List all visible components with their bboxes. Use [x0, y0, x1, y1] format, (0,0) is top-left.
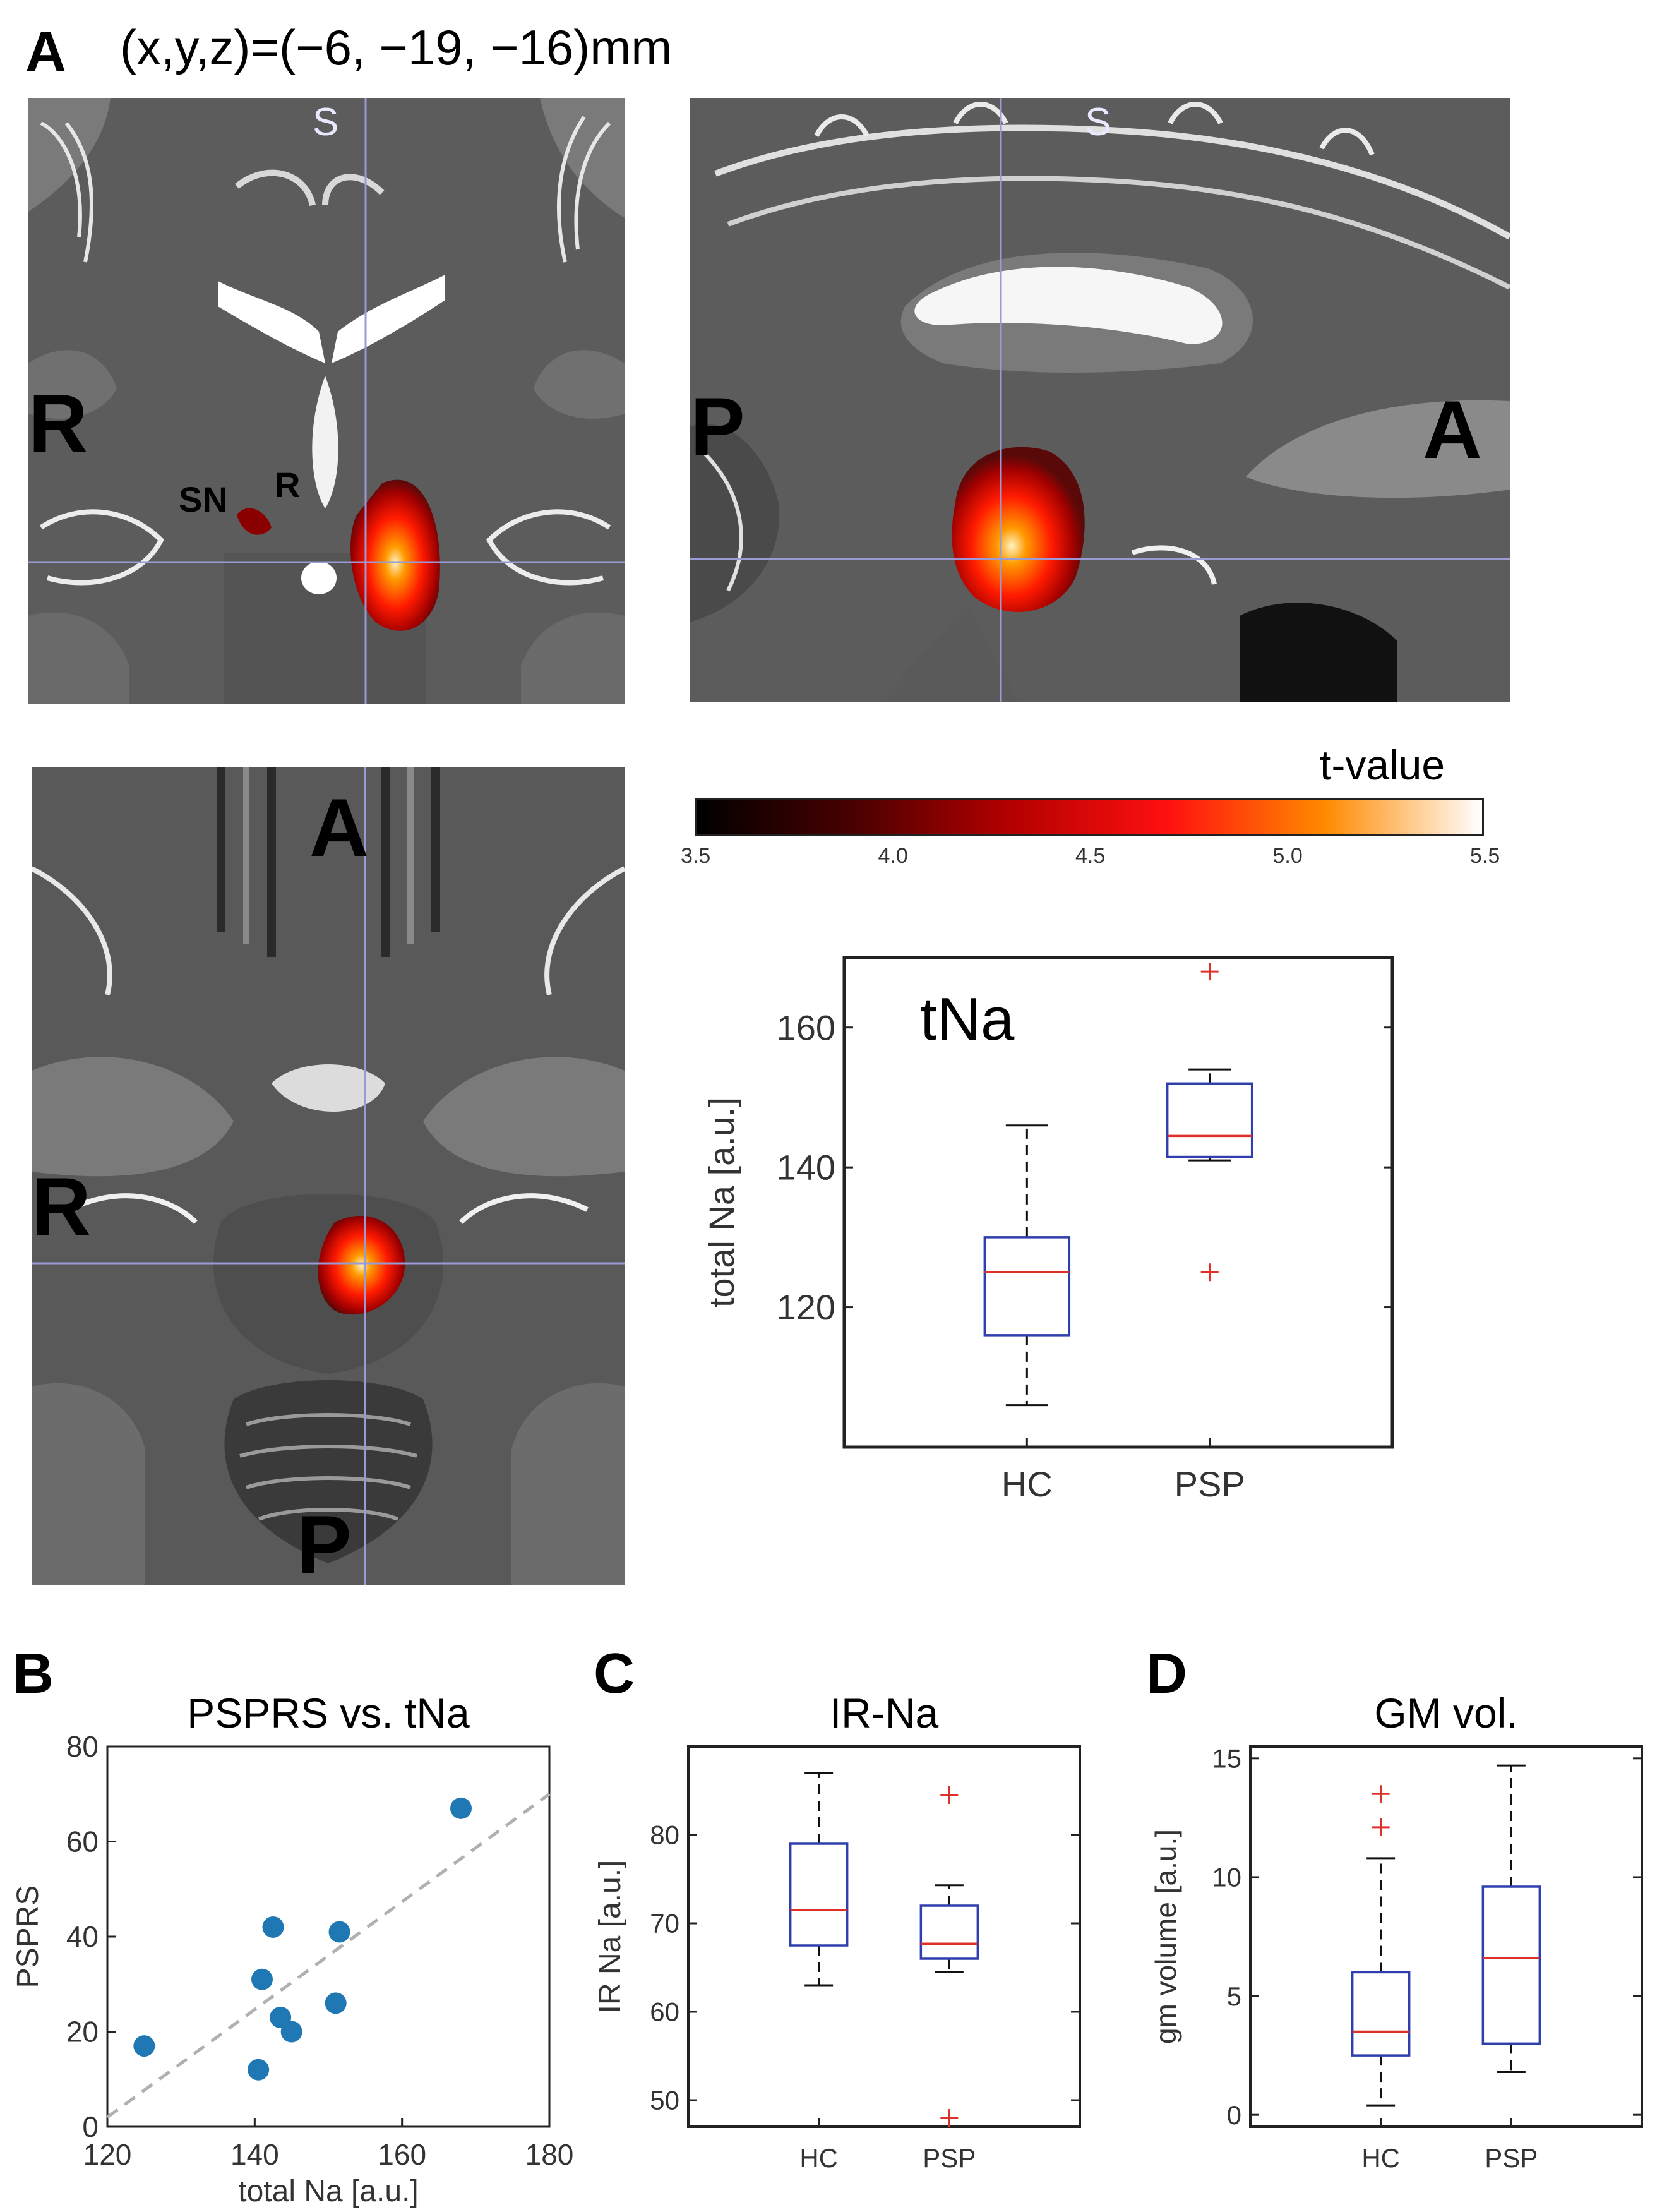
substantia-nigra-label: SN [179, 479, 228, 519]
x-tick-label: HC [1001, 1464, 1053, 1504]
y-tick-label: 10 [1212, 1863, 1241, 1892]
y-tick-label: 60 [66, 1825, 99, 1858]
x-tick-label: HC [799, 2143, 838, 2173]
y-tick-label: 120 [777, 1287, 835, 1327]
box [1166, 1082, 1253, 1158]
colorbar-title: t-value [1320, 742, 1445, 788]
y-tick-label: 15 [1212, 1744, 1241, 1774]
y-axis-label: gm volume [a.u.] [1149, 1829, 1182, 2044]
y-tick-label: 70 [650, 1909, 679, 1939]
x-tick-label: PSP [1485, 2143, 1538, 2173]
scatter-point [248, 2059, 270, 2081]
y-tick-label: 0 [1227, 2100, 1241, 2130]
axial-posterior-label: P [297, 1498, 352, 1585]
psprs-scatter-plot: PSPRS vs. tNa 120 140 160 180 0 20 40 60 80 total … [11, 1690, 574, 2208]
y-axis-label: total Na [a.u.] [702, 1097, 741, 1307]
scatter-point [262, 1916, 284, 1938]
sagittal-superior-label: S [1085, 100, 1111, 144]
sagittal-anterior-label: A [1423, 383, 1482, 476]
x-tick-label: PSP [923, 2143, 976, 2173]
y-tick-label: 140 [777, 1148, 835, 1187]
axial-anterior-label: A [309, 781, 369, 874]
x-tick-label: 180 [525, 2138, 574, 2171]
sagittal-posterior-label: P [690, 380, 745, 472]
panel-a-letter: A [25, 21, 66, 84]
colorbar-tick-label: 4.5 [1075, 844, 1106, 868]
box [983, 1236, 1071, 1337]
y-tick-label: 40 [66, 1920, 99, 1953]
x-tick-label: HC [1361, 2143, 1400, 2173]
y-tick-label: 80 [66, 1730, 99, 1763]
x-tick-label: 140 [230, 2138, 279, 2171]
scatter-point [325, 1992, 347, 2014]
gm-volume-boxplot: GM vol. 0 5 10 15 HC PSP gm volume [a.u.] [1149, 1690, 1643, 2173]
y-tick-label: 5 [1227, 1981, 1241, 2011]
panel-b-letter: B [13, 1642, 54, 1705]
red-nucleus-label: R [275, 465, 301, 505]
coronal-slice: S R SN R [28, 98, 625, 704]
x-axis-label: total Na [a.u.] [238, 2175, 419, 2208]
box [1351, 1971, 1411, 2057]
box [789, 1842, 849, 1947]
colorbar-tick-label: 5.0 [1272, 844, 1303, 868]
plot-frame [842, 956, 1394, 1449]
plot-frame [687, 1745, 1081, 2128]
panel-d-letter: D [1146, 1642, 1187, 1705]
scatter-point [450, 1797, 472, 1819]
plot-frame [1249, 1745, 1643, 2128]
box [1481, 1885, 1541, 2045]
x-tick-label: 160 [378, 2138, 426, 2171]
coronal-superior-label: S [313, 100, 339, 144]
irna-boxplot: IR-Na 50 60 70 80 HC PSP IR Na [a.u.] [594, 1690, 1081, 2173]
panel-c-letter: C [594, 1642, 635, 1705]
x-tick-label: 120 [83, 2138, 132, 2171]
y-axis-label: PSPRS [11, 1885, 45, 1988]
tna-boxplot: tNa 120 140 160 HC PSP total Na [a.u.] [702, 956, 1394, 1504]
scatter-point [133, 2035, 155, 2057]
regression-line [106, 1793, 551, 2119]
scatter-point [328, 1921, 350, 1943]
chart-title: IR-Na [830, 1690, 939, 1736]
sagittal-slice: S P A [690, 98, 1510, 702]
y-tick-label: 80 [650, 1820, 679, 1850]
scatter-point [251, 1968, 273, 1990]
colorbar-tick-label: 4.0 [878, 844, 908, 868]
box [919, 1904, 979, 1960]
axial-slice: A R P [32, 767, 625, 1585]
y-tick-label: 50 [650, 2086, 679, 2115]
colorbar-tick-label: 3.5 [681, 844, 711, 868]
y-tick-label: 0 [82, 2110, 99, 2143]
chart-title: GM vol. [1374, 1690, 1517, 1736]
y-tick-label: 20 [66, 2016, 99, 2048]
y-tick-label: 60 [650, 1997, 679, 2027]
axial-right-label: R [32, 1160, 91, 1253]
chart-title: PSPRS vs. tNa [187, 1690, 470, 1736]
y-tick-label: 160 [777, 1007, 835, 1047]
plot-frame [106, 1745, 551, 2128]
x-tick-label: PSP [1175, 1464, 1245, 1504]
y-axis-label: IR Na [a.u.] [594, 1860, 627, 2014]
mni-coordinates: (x,y,z)=(−6, −19, −16)mm [120, 20, 673, 75]
colorbar-tick-label: 5.5 [1470, 844, 1500, 868]
coronal-right-label: R [28, 377, 88, 469]
scatter-point [280, 2021, 302, 2043]
chart-title: tNa [920, 985, 1015, 1053]
colorbar [695, 798, 1484, 836]
